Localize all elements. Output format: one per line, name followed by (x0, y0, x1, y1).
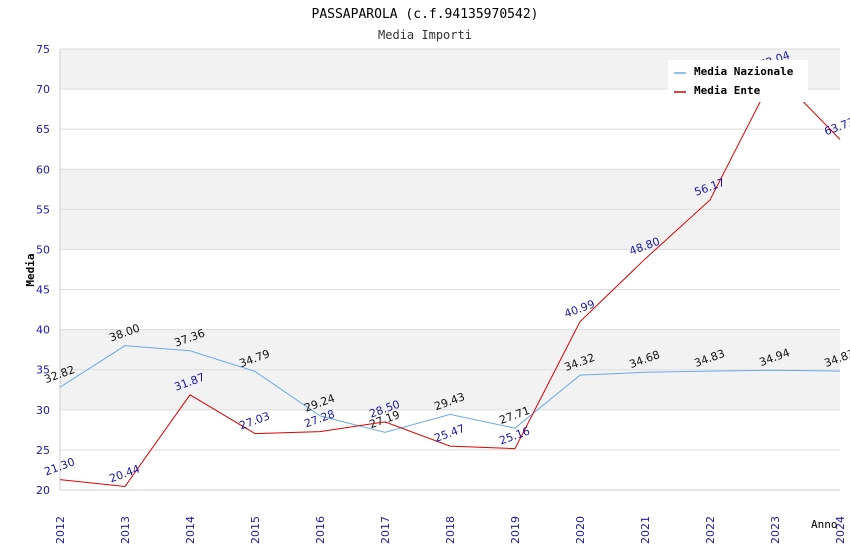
x-tick-label: 2021 (639, 516, 652, 544)
y-tick-label: 70 (36, 83, 50, 96)
chart-subtitle: Media Importi (378, 28, 472, 42)
y-tick-label: 35 (36, 364, 50, 377)
plot-area (59, 48, 840, 491)
plot-band (60, 249, 840, 290)
y-tick-label: 50 (36, 243, 50, 256)
x-tick-label: 2014 (184, 516, 197, 544)
plot-band (60, 129, 840, 170)
plot-band (60, 169, 840, 210)
x-tick-label: 2024 (834, 516, 847, 544)
y-axis-ticks: 20 25 30 35 40 45 50 55 60 65 70 75 (36, 43, 50, 497)
plot-band (60, 289, 840, 330)
x-tick-label: 2016 (314, 516, 327, 544)
y-tick-label: 40 (36, 324, 50, 337)
x-tick-label: 2018 (444, 516, 457, 544)
plot-band (60, 329, 840, 370)
x-tick-label: 2022 (704, 516, 717, 544)
x-tick-label: 2012 (54, 516, 67, 544)
plot-band (60, 449, 840, 490)
y-tick-label: 25 (36, 444, 50, 457)
y-axis-label: Media (24, 253, 37, 286)
plot-band (60, 209, 840, 250)
x-axis-ticks: 2012 2013 2014 2015 2016 2017 2018 2019 2020 2021… (54, 516, 847, 544)
y-tick-label: 20 (36, 484, 50, 497)
plot-band (60, 409, 840, 450)
x-tick-label: 2019 (509, 516, 522, 544)
y-tick-label: 65 (36, 123, 50, 136)
x-tick-label: 2013 (119, 516, 132, 544)
x-tick-label: 2015 (249, 516, 262, 544)
y-tick-label: 60 (36, 163, 50, 176)
legend: Media Nazionale Media Ente (668, 60, 808, 102)
y-tick-label: 45 (36, 284, 50, 297)
y-tick-label: 55 (36, 203, 50, 216)
legend-label-ente: Media Ente (694, 84, 761, 97)
x-tick-label: 2023 (769, 516, 782, 544)
legend-background (668, 60, 808, 102)
plot-band (60, 369, 840, 410)
series-line-ente (59, 71, 841, 488)
x-tick-label: 2020 (574, 516, 587, 544)
legend-label-nazionale: Media Nazionale (694, 65, 794, 78)
y-tick-label: 30 (36, 404, 50, 417)
x-tick-label: 2017 (379, 516, 392, 544)
x-axis-label: Anno (811, 518, 838, 531)
series-line-nazionale (59, 345, 841, 433)
y-tick-label: 75 (36, 43, 50, 56)
chart-title: PASSAPAROLA (c.f.94135970542) (312, 7, 539, 22)
